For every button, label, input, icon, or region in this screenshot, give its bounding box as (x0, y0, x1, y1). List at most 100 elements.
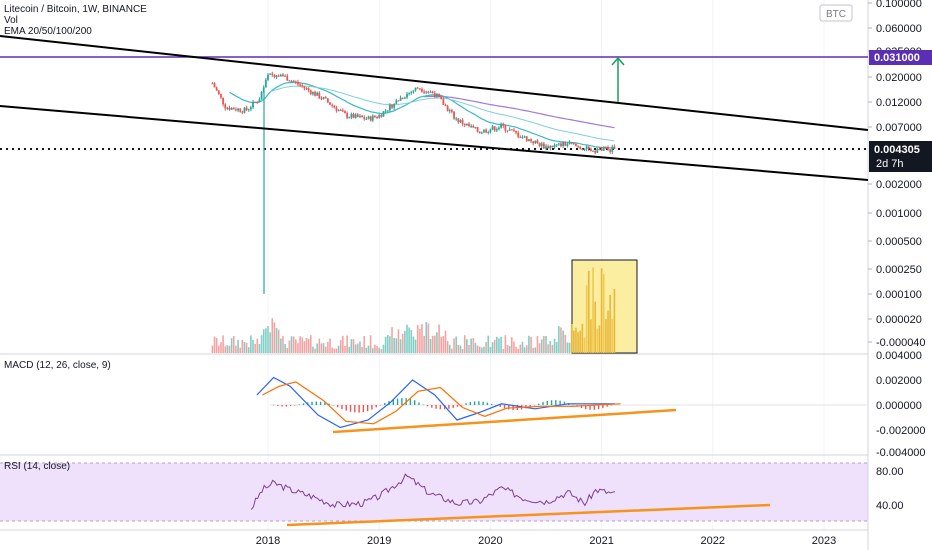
volume-bar (211, 345, 214, 353)
volume-bar (440, 336, 443, 353)
volume-bar (333, 348, 336, 353)
candle-body (344, 111, 346, 114)
volume-bar (401, 333, 404, 353)
volume-bar (256, 338, 259, 353)
candle-body (476, 127, 479, 132)
candle-body (446, 105, 449, 112)
candle-body (444, 104, 447, 106)
volume-bar (551, 344, 554, 353)
macd-histogram-bar (422, 404, 424, 406)
volume-bar (305, 338, 308, 353)
candle-body (374, 115, 376, 117)
volume-bar (489, 346, 492, 353)
macd-histogram-bar (478, 401, 480, 405)
candle-body (279, 74, 282, 77)
macd-histogram-bar (281, 405, 283, 407)
candle-body (421, 89, 423, 92)
candle-body (309, 90, 312, 95)
candle-body (226, 107, 229, 109)
price-axis[interactable]: 0.1000000.0600000.0350000.0200000.012000… (868, 0, 926, 349)
target-arrow[interactable] (611, 56, 625, 102)
macd-histogram-bar (572, 404, 574, 406)
candle-body (241, 111, 244, 113)
candle-body (510, 129, 513, 131)
symbol-label: Litecoin / Bitcoin, 1W, BINANCE (4, 4, 147, 15)
macd-tick-label: 0.002000 (876, 375, 922, 387)
volume-bar (254, 343, 256, 353)
volume-bar (357, 343, 359, 353)
candle-body (354, 114, 357, 118)
volume-bar (322, 343, 325, 353)
volume-label: Vol (4, 15, 18, 26)
macd-histogram-bar (559, 400, 561, 405)
candle-body (553, 144, 556, 148)
volume-bar (303, 341, 306, 353)
candle-body (245, 107, 248, 111)
volume-bar (389, 336, 391, 353)
candle-body (502, 124, 505, 126)
candle-body (485, 129, 488, 133)
volume-bar (611, 318, 614, 353)
volume-bar (404, 330, 406, 353)
candle-body (519, 136, 522, 138)
candle-body (592, 150, 594, 152)
volume-bar (395, 338, 398, 353)
macd-histogram-bar (533, 405, 536, 406)
macd-trendline[interactable] (332, 408, 677, 434)
macd-histogram-bar (341, 405, 343, 410)
volume-bar (359, 341, 361, 353)
volume-bar (442, 336, 445, 353)
candle-body (397, 100, 400, 102)
candle-body (258, 99, 261, 103)
macd-histogram-bar (546, 400, 548, 405)
candle-body (303, 86, 306, 89)
volume-bar (284, 343, 286, 353)
volume-bar (468, 344, 470, 353)
volume-bar (600, 268, 603, 353)
volume-bar (455, 336, 457, 353)
volume-bar (226, 345, 229, 353)
macd-signal-line (262, 381, 621, 425)
macd-histogram-bar (580, 405, 583, 409)
candle-body (331, 104, 334, 106)
candle-body (307, 88, 310, 91)
price-tick-label: 0.000100 (876, 289, 922, 301)
channel-upper-line[interactable] (0, 35, 869, 131)
volume-bar (436, 332, 438, 353)
candle-body (324, 97, 327, 99)
channel-lower-line[interactable] (0, 105, 869, 181)
volume-bar (431, 335, 434, 353)
time-axis[interactable]: 2018 2019 2020 2021 2022 2023 (256, 535, 836, 547)
volume-bar (386, 335, 389, 353)
volume-bar (327, 341, 329, 353)
candle-body (376, 116, 378, 118)
candle-body (545, 146, 547, 149)
volume-bar (493, 339, 496, 353)
candle-body (418, 88, 421, 90)
volume-bar (446, 341, 449, 353)
volume-bar (536, 336, 539, 353)
candle-body (290, 80, 293, 82)
currency-badge-box[interactable] (819, 4, 853, 22)
macd-histogram-bar (563, 401, 566, 405)
candle-body (213, 83, 216, 88)
candle-body (594, 150, 597, 153)
volume-bar (337, 345, 340, 353)
candle-body (598, 148, 601, 150)
volume-bar (581, 323, 584, 353)
candle-body (483, 129, 485, 133)
volume-bar (598, 325, 601, 353)
volume-bar (329, 338, 331, 353)
volume-bar (594, 301, 596, 353)
volume-bar (530, 336, 532, 353)
candle-body (269, 73, 272, 75)
macd-histogram-bar (324, 402, 326, 405)
volume-bar (250, 335, 252, 353)
price-tick-label: 0.060000 (876, 23, 922, 35)
rsi-trendline[interactable] (286, 503, 771, 527)
volume-bar (235, 345, 237, 353)
time-tick-label: 2020 (478, 535, 502, 547)
volume-bar (528, 335, 530, 353)
candle-body (399, 97, 402, 101)
